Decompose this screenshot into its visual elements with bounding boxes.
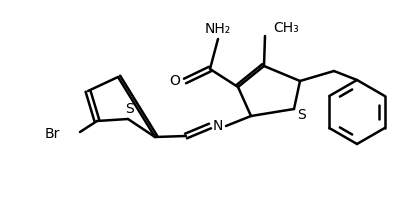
Text: CH₃: CH₃ <box>272 21 298 35</box>
Text: N: N <box>212 119 223 133</box>
Text: S: S <box>125 102 134 116</box>
Text: O: O <box>169 74 180 88</box>
Text: NH₂: NH₂ <box>205 22 231 36</box>
Text: Br: Br <box>44 127 59 141</box>
Text: S: S <box>297 108 306 122</box>
